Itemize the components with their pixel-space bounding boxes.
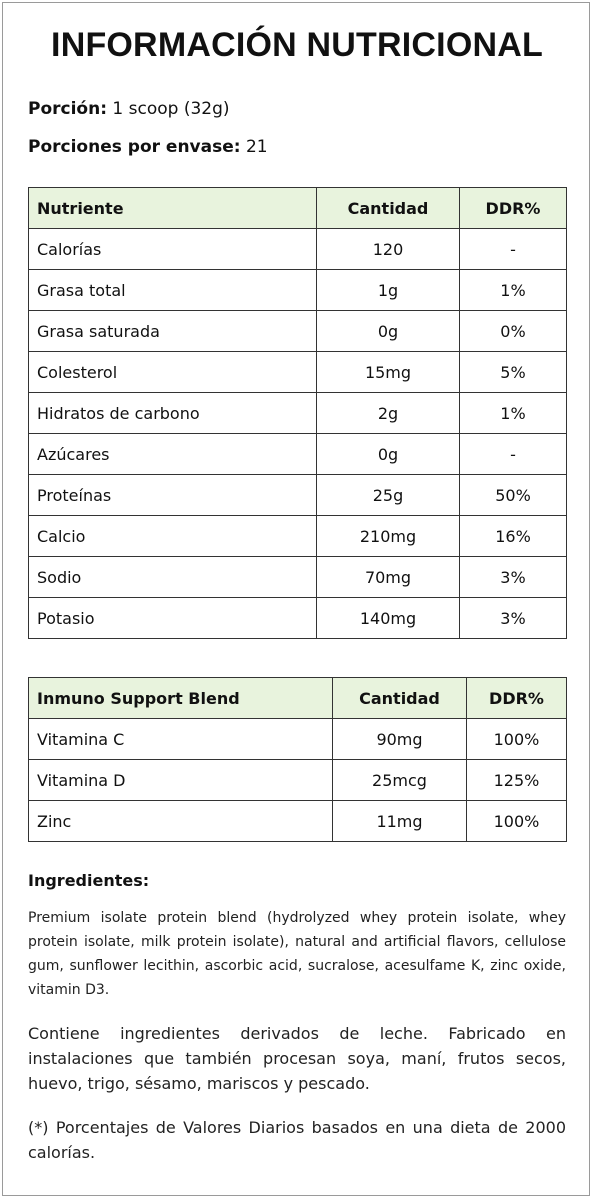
nutrient-amount: 25g xyxy=(316,474,460,516)
nutrient-ddr: 3% xyxy=(459,556,567,598)
nutrient-amount: 11mg xyxy=(332,800,467,842)
nutrient-name: Zinc xyxy=(28,800,333,842)
nutrient-amount: 0g xyxy=(316,433,460,475)
table-row: Calcio 210mg 16% xyxy=(28,515,567,557)
allergen-note: Contiene ingredientes derivados de leche… xyxy=(28,1024,566,1093)
column-header-amount: Cantidad xyxy=(316,187,460,229)
nutrient-ddr: - xyxy=(459,228,567,270)
table-row: Colesterol 15mg 5% xyxy=(28,351,567,393)
column-header-amount: Cantidad xyxy=(332,677,467,719)
nutrient-amount: 120 xyxy=(316,228,460,270)
column-header-nutrient: Nutriente xyxy=(28,187,317,229)
table-header-row: Nutriente Cantidad DDR% xyxy=(28,187,567,229)
nutrient-name: Grasa total xyxy=(28,269,317,311)
table-row: Hidratos de carbono 2g 1% xyxy=(28,392,567,434)
nutrient-name: Colesterol xyxy=(28,351,317,393)
nutrient-ddr: 125% xyxy=(466,759,567,801)
servings-per-container: Porciones por envase: 21 xyxy=(28,137,268,157)
nutrient-name: Sodio xyxy=(28,556,317,598)
nutrient-amount: 0g xyxy=(316,310,460,352)
column-header-ddr: DDR% xyxy=(466,677,567,719)
nutrient-ddr: 1% xyxy=(459,392,567,434)
nutrient-amount: 1g xyxy=(316,269,460,311)
nutrient-name: Calcio xyxy=(28,515,317,557)
nutrient-name: Calorías xyxy=(28,228,317,270)
column-header-blend: Inmuno Support Blend xyxy=(28,677,333,719)
nutrient-ddr: 0% xyxy=(459,310,567,352)
table-row: Potasio 140mg 3% xyxy=(28,597,567,639)
servings-per-container-label: Porciones por envase: xyxy=(28,137,241,157)
nutrient-ddr: - xyxy=(459,433,567,475)
ingredients-text: Premium isolate protein blend (hydrolyze… xyxy=(28,910,566,998)
nutrient-name: Vitamina C xyxy=(28,718,333,760)
nutrient-ddr: 5% xyxy=(459,351,567,393)
nutrient-ddr: 100% xyxy=(466,800,567,842)
table-row: Proteínas 25g 50% xyxy=(28,474,567,516)
daily-value-footnote: (*) Porcentajes de Valores Diarios basad… xyxy=(28,1118,566,1162)
nutrient-name: Azúcares xyxy=(28,433,317,475)
nutrient-ddr: 100% xyxy=(466,718,567,760)
table-row: Vitamina D 25mcg 125% xyxy=(28,759,567,801)
nutrient-ddr: 3% xyxy=(459,597,567,639)
nutrient-amount: 140mg xyxy=(316,597,460,639)
nutrient-ddr: 50% xyxy=(459,474,567,516)
nutrient-name: Potasio xyxy=(28,597,317,639)
nutrient-amount: 15mg xyxy=(316,351,460,393)
table-row: Sodio 70mg 3% xyxy=(28,556,567,598)
serving-size-label: Porción: xyxy=(28,99,108,119)
serving-size: Porción: 1 scoop (32g) xyxy=(28,99,230,119)
table-row: Calorías 120- xyxy=(28,228,567,270)
nutrient-ddr: 1% xyxy=(459,269,567,311)
table-header-row: Inmuno Support Blend Cantidad DDR% xyxy=(28,677,567,719)
nutrient-amount: 70mg xyxy=(316,556,460,598)
serving-size-value: 1 scoop (32g) xyxy=(112,99,230,119)
immune-blend-table: Inmuno Support Blend Cantidad DDR% Vitam… xyxy=(28,677,567,842)
nutrient-name: Hidratos de carbono xyxy=(28,392,317,434)
nutrient-amount: 210mg xyxy=(316,515,460,557)
page-title: INFORMACIÓN NUTRICIONAL xyxy=(51,26,543,64)
table-row: Zinc 11mg 100% xyxy=(28,800,567,842)
nutrient-amount: 25mcg xyxy=(332,759,467,801)
nutrient-name: Vitamina D xyxy=(28,759,333,801)
nutrient-ddr: 16% xyxy=(459,515,567,557)
nutrition-table: Nutriente Cantidad DDR% Calorías 120- Gras… xyxy=(28,187,567,639)
nutrient-amount: 90mg xyxy=(332,718,467,760)
table-row: Grasa total 1g 1% xyxy=(28,269,567,311)
servings-per-container-value: 21 xyxy=(245,137,268,157)
ingredients-heading: Ingredientes: xyxy=(28,871,150,890)
nutrient-amount: 2g xyxy=(316,392,460,434)
table-row: Azúcares 0g - xyxy=(28,433,567,475)
column-header-ddr: DDR% xyxy=(459,187,567,229)
table-row: Grasa saturada 0g 0% xyxy=(28,310,567,352)
nutrient-name: Grasa saturada xyxy=(28,310,317,352)
table-row: Vitamina C 90mg 100% xyxy=(28,718,567,760)
nutrient-name: Proteínas xyxy=(28,474,317,516)
